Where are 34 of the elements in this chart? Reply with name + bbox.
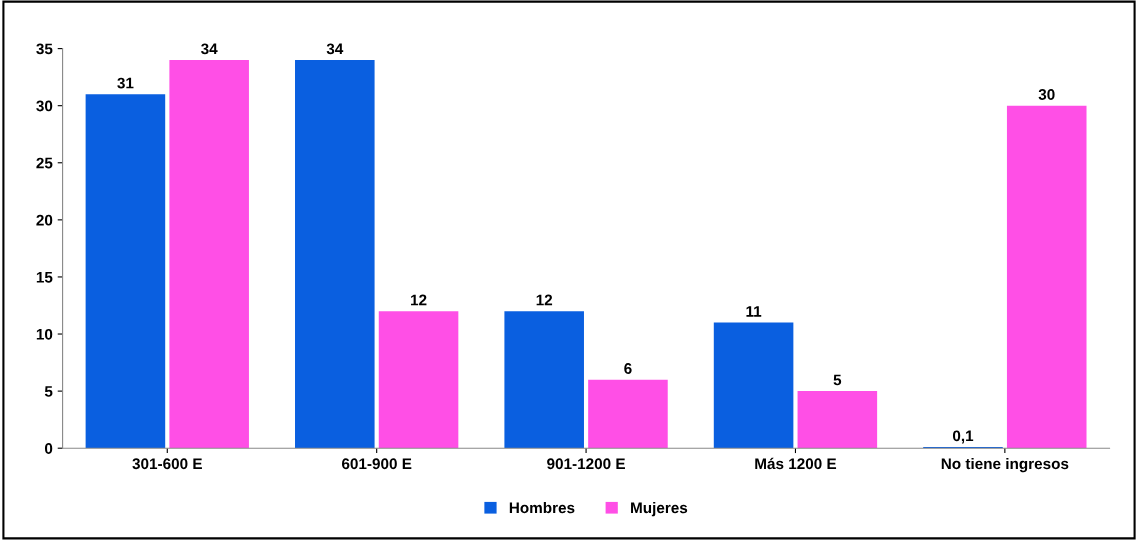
x-tick-label: 901-1200 E xyxy=(547,458,625,470)
bar xyxy=(85,94,166,449)
x-tick-label: Más 1200 E xyxy=(755,457,837,470)
data-label: 31 xyxy=(117,77,134,89)
bar xyxy=(1006,105,1087,449)
y-tick-label: 10 xyxy=(36,328,53,340)
legend-label: Hombres xyxy=(509,501,575,514)
data-label: 6 xyxy=(624,363,632,374)
legend-label: Mujeres xyxy=(631,501,688,517)
bar xyxy=(797,391,878,449)
y-tick-label: 30 xyxy=(36,100,53,112)
y-tick-label: 20 xyxy=(36,214,53,226)
bar xyxy=(713,322,794,449)
data-label: 12 xyxy=(411,294,427,306)
y-tick-label: 25 xyxy=(36,157,53,169)
x-tick-label: 601-900 E xyxy=(341,458,412,470)
data-label: 30 xyxy=(1038,89,1055,100)
bar xyxy=(295,60,375,449)
bar xyxy=(378,311,459,449)
data-label: 34 xyxy=(201,43,218,55)
y-tick-label: 5 xyxy=(44,386,53,397)
x-tick-label: No tiene ingresos xyxy=(941,457,1069,473)
data-label: 5 xyxy=(833,374,842,386)
y-tick-label: 15 xyxy=(36,271,53,283)
data-label: 11 xyxy=(746,306,762,317)
y-tick-label: 0 xyxy=(44,443,53,454)
data-label: 0,1 xyxy=(952,430,974,444)
y-tick-label: 35 xyxy=(36,43,53,55)
data-label: 12 xyxy=(536,294,553,306)
data-label: 34 xyxy=(326,43,344,55)
bar xyxy=(504,311,584,449)
bar xyxy=(588,379,668,449)
bar xyxy=(169,60,249,449)
x-tick-label: 301-600 E xyxy=(132,458,202,470)
